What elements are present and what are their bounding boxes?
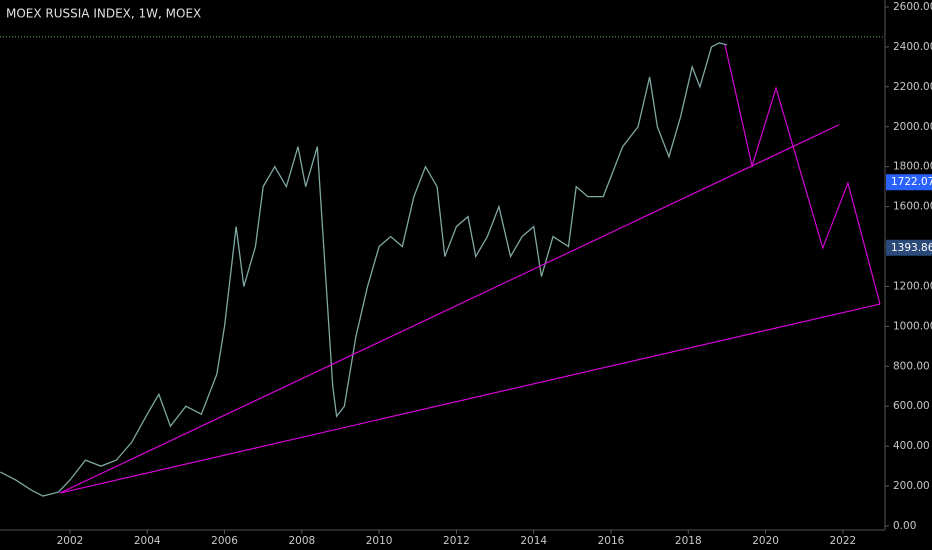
price-label-box [886,239,932,256]
x-tick-label: 2002 [57,535,84,547]
y-tick-label: 1200.00 [893,280,932,292]
trendline [724,44,881,305]
trendline [59,303,881,494]
x-tick-label: 2010 [366,535,393,547]
x-tick-label: 2018 [675,535,702,547]
y-tick-label: 1600.00 [893,201,932,213]
y-tick-label: 800.00 [893,360,930,372]
trendline [59,124,840,494]
y-tick-label: 600.00 [893,400,930,412]
y-tick-label: 2000.00 [893,121,932,133]
y-tick-label: 1800.00 [893,161,932,173]
y-tick-label: 400.00 [893,440,930,452]
x-tick-label: 2020 [752,535,779,547]
y-tick-label: 200.00 [893,480,930,492]
x-tick-label: 2016 [598,535,625,547]
x-tick-label: 2014 [520,535,547,547]
chart-title: MOEX RUSSIA INDEX, 1W, MOEX [6,7,201,21]
x-tick-label: 2004 [134,535,161,547]
y-tick-label: 2400.00 [893,41,932,53]
price-label-box [886,174,932,191]
x-tick-label: 2006 [211,535,238,547]
price-label: 1393.86 [891,242,932,254]
x-tick-label: 2008 [288,535,315,547]
price-line [0,42,728,497]
x-tick-label: 2012 [443,535,470,547]
x-tick-label: 2022 [830,535,857,547]
y-tick-label: 2600.00 [893,1,932,13]
y-tick-label: 1000.00 [893,320,932,332]
price-label: 1722.07 [891,176,932,188]
y-tick-label: 2200.00 [893,81,932,93]
y-tick-label: 0.00 [893,520,916,532]
